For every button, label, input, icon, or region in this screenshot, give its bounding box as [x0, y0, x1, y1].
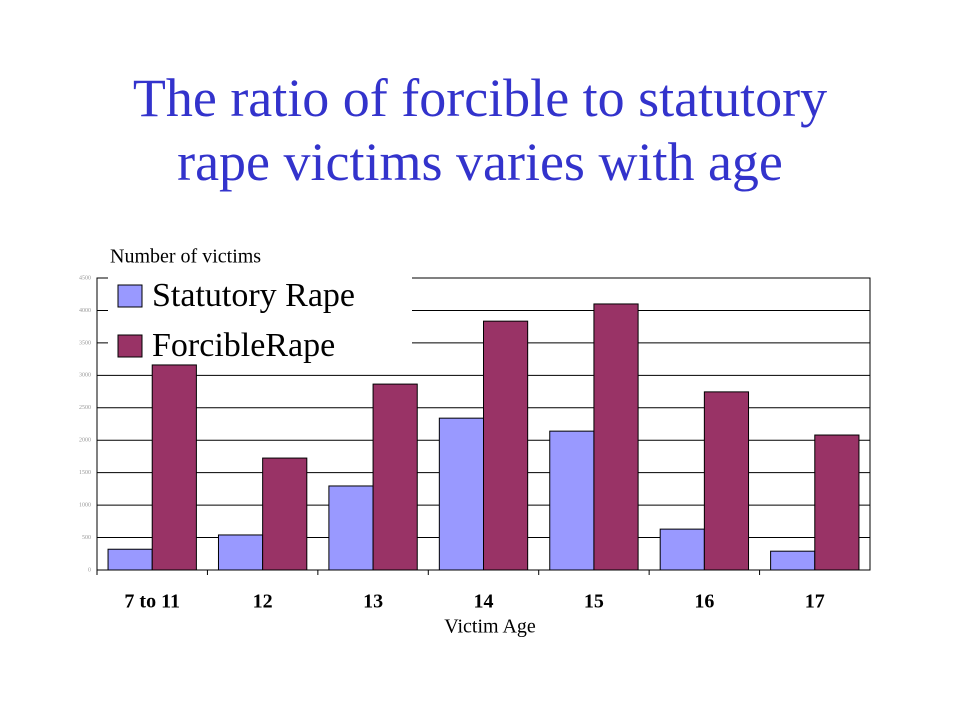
bar: [151, 364, 197, 571]
legend-label: Statutory Rape: [152, 277, 355, 314]
y-tick-label: 1000: [79, 502, 91, 508]
bar: [770, 550, 816, 571]
bar: [328, 485, 374, 571]
x-tick-label: 14: [474, 591, 494, 613]
x-tick-label: 17: [805, 591, 825, 613]
x-tick-label: 16: [694, 591, 714, 613]
bar: [483, 320, 529, 571]
legend-swatch: [117, 284, 143, 308]
bar: [217, 534, 264, 571]
y-tick-label: 3000: [79, 373, 91, 379]
x-tick-label: 15: [584, 591, 604, 613]
y-tick-label: 0: [88, 567, 91, 573]
x-tick-label: 7 to 11: [124, 591, 180, 613]
y-tick-label: 1500: [79, 470, 91, 476]
y-tick-label: 4000: [79, 308, 91, 314]
bar: [593, 303, 639, 571]
legend-swatch: [117, 334, 143, 358]
y-tick-label: 4500: [79, 275, 91, 281]
y-tick-label: 2000: [79, 438, 91, 444]
bar: [659, 528, 705, 571]
bar: [438, 417, 485, 571]
y-tick-label: 500: [82, 535, 91, 541]
y-axis-label: Number of victims: [110, 246, 261, 268]
legend-box: [108, 270, 412, 362]
x-axis-label: Victim Age: [444, 616, 536, 638]
bar: [372, 383, 418, 571]
bar: [703, 391, 750, 571]
bar: [814, 434, 860, 571]
y-tick-label: 2500: [79, 405, 91, 411]
x-tick-label: 12: [253, 591, 273, 613]
legend-label: ForcibleRape: [152, 327, 335, 364]
bar: [549, 430, 595, 571]
y-tick-label: 3500: [79, 340, 91, 346]
bar: [107, 548, 153, 571]
bar: [262, 457, 308, 571]
x-tick-label: 13: [363, 591, 383, 613]
slide-title: The ratio of forcible to statutory rape …: [132, 68, 828, 192]
